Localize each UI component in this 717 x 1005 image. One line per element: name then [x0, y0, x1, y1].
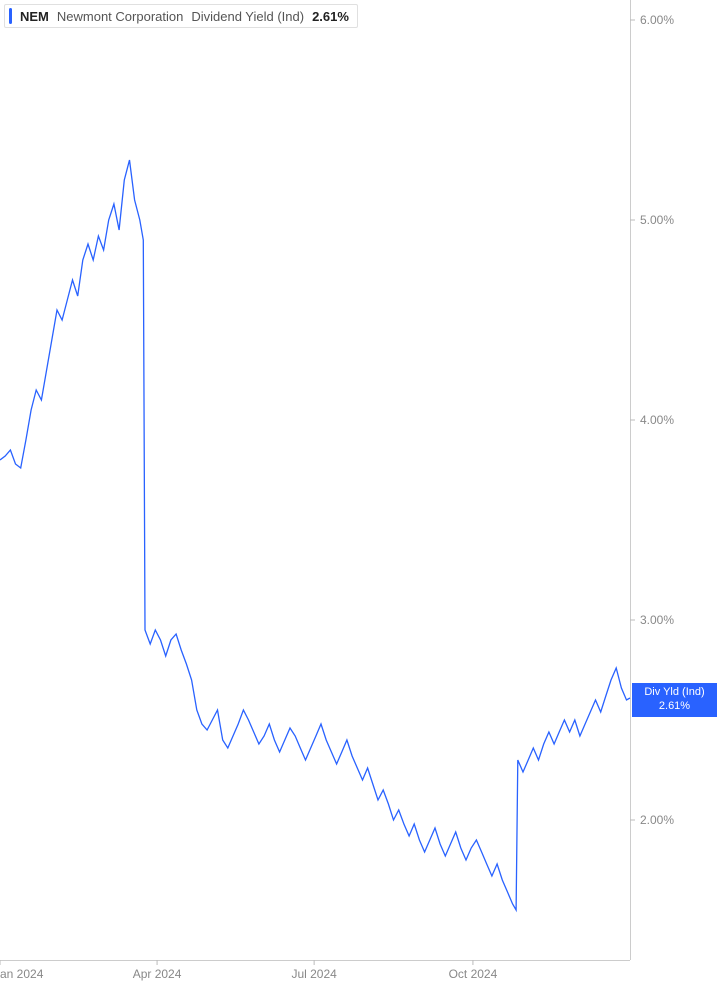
svg-text:3.00%: 3.00% [640, 613, 674, 627]
svg-text:Apr 2024: Apr 2024 [133, 967, 182, 981]
flag-value: 2.61% [638, 700, 711, 714]
svg-text:Jul 2024: Jul 2024 [291, 967, 337, 981]
svg-text:5.00%: 5.00% [640, 213, 674, 227]
dividend-yield-chart[interactable]: 2.00% 3.00% 4.00% 5.00% 6.00% an 2024 Apr 2024… [0, 0, 717, 1005]
svg-text:Oct 2024: Oct 2024 [449, 967, 498, 981]
svg-text:6.00%: 6.00% [640, 13, 674, 27]
flag-label: Div Yld (Ind) [638, 686, 711, 700]
current-value-flag: Div Yld (Ind) 2.61% [632, 683, 717, 717]
svg-text:4.00%: 4.00% [640, 413, 674, 427]
svg-text:an 2024: an 2024 [0, 967, 44, 981]
svg-text:2.00%: 2.00% [640, 813, 674, 827]
